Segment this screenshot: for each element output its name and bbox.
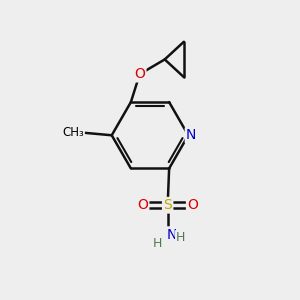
Text: O: O <box>134 67 145 81</box>
Text: H: H <box>176 231 186 244</box>
Text: H: H <box>153 237 162 250</box>
Text: S: S <box>163 198 172 212</box>
Text: CH₃: CH₃ <box>62 126 84 139</box>
Text: O: O <box>187 198 198 212</box>
Text: O: O <box>137 198 148 212</box>
Text: N: N <box>167 228 177 242</box>
Text: N: N <box>186 128 196 142</box>
